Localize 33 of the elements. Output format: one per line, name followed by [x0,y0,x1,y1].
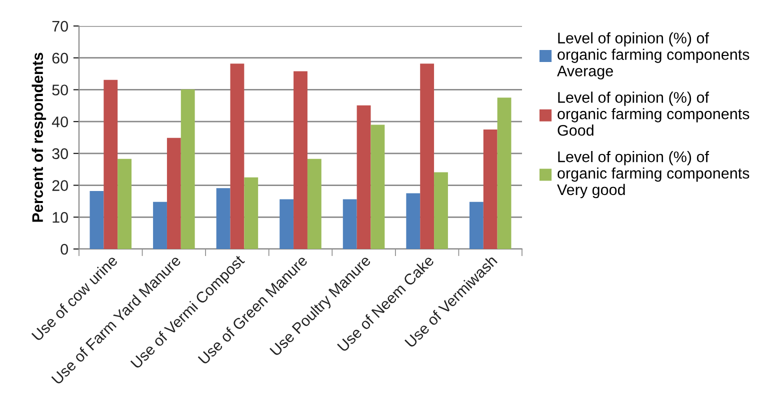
bar [244,177,258,249]
bar [153,202,167,249]
bar [434,172,448,249]
bar [104,80,118,249]
bar [90,191,104,249]
legend-label: Level of opinion (%) of organic farming components Good [558,92,750,136]
bar [342,199,357,249]
bar [406,193,420,249]
y-tick-label: 70 [52,20,68,32]
y-tick-label: 0 [60,244,68,255]
bar [420,64,434,249]
bar [216,188,230,249]
bar [356,105,371,249]
y-axis-title: Percent of respondents [32,52,46,222]
y-tick-label: 40 [52,116,68,128]
bar [230,64,244,249]
bar [280,199,294,249]
bar [469,202,484,249]
y-tick-label: 20 [52,180,68,191]
y-tick-label: 50 [52,84,68,96]
y-tick-label: 30 [52,148,68,160]
bar [166,138,181,249]
bar [307,158,322,249]
bar [483,130,498,249]
bar [497,98,512,249]
legend-label: Level of opinion (%) of organic farming components Very good [557,151,750,198]
bar [370,124,385,249]
bar [118,158,132,249]
bar [294,71,308,249]
y-tick-label: 10 [52,212,68,223]
bar [180,89,195,249]
y-tick-label: 60 [52,52,68,64]
legend-label: Level of opinion (%) of organic farming components Average [557,32,750,80]
